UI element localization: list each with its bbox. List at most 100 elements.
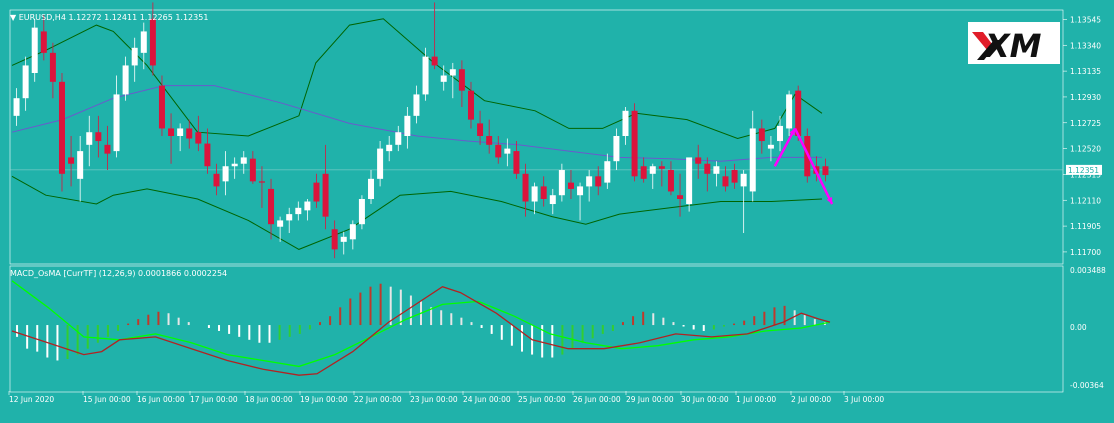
macd-tick-label: 0.003488 bbox=[1070, 266, 1106, 275]
candle-body bbox=[104, 144, 111, 154]
candle-body bbox=[258, 181, 265, 183]
time-tick-label: 15 Jun 00:00 bbox=[83, 395, 131, 404]
candle-body bbox=[277, 220, 284, 227]
candle-body bbox=[658, 166, 665, 169]
price-tick-label: 1.13340 bbox=[1070, 41, 1101, 50]
candle-body bbox=[295, 207, 302, 215]
candle-body bbox=[268, 188, 275, 225]
time-tick-label: 17 Jun 00:00 bbox=[190, 395, 238, 404]
candle-body bbox=[822, 166, 829, 176]
candle-body bbox=[613, 136, 620, 162]
price-tick-label: 1.12930 bbox=[1070, 93, 1101, 102]
candle-body bbox=[540, 186, 547, 199]
bollinger-upper-band bbox=[11, 18, 823, 140]
candle-body bbox=[777, 125, 784, 142]
candle-body bbox=[449, 69, 456, 76]
candle-body bbox=[168, 128, 175, 136]
candle-body bbox=[204, 143, 211, 167]
candle-body bbox=[722, 176, 729, 187]
candle-body bbox=[313, 182, 320, 202]
candle-body bbox=[767, 144, 774, 149]
candle-body bbox=[58, 81, 65, 174]
time-tick-label: 3 Jul 00:00 bbox=[844, 395, 884, 404]
price-tick-label: 1.12110 bbox=[1070, 196, 1101, 205]
candle-body bbox=[477, 123, 484, 136]
candle-body bbox=[749, 128, 756, 192]
candle-body bbox=[440, 75, 447, 82]
candle-body bbox=[377, 148, 384, 179]
time-tick-label: 24 Jun 00:00 bbox=[463, 395, 511, 404]
candle-body bbox=[240, 157, 247, 164]
candle-body bbox=[695, 157, 702, 164]
candle-body bbox=[686, 157, 693, 205]
candle-body bbox=[531, 186, 538, 202]
indicator-caption: MACD_OsMA [CurrTF] (12,26,9) 0.0001866 0… bbox=[10, 269, 227, 278]
time-tick-label: 26 Jun 00:00 bbox=[573, 395, 621, 404]
price-tick-label: 1.12315 bbox=[1070, 170, 1101, 179]
candle-body bbox=[40, 31, 47, 53]
candle-body bbox=[622, 110, 629, 136]
current-price-label: 1.12351 bbox=[1068, 166, 1099, 175]
time-tick-label: 22 Jun 00:00 bbox=[354, 395, 402, 404]
candle-body bbox=[458, 69, 465, 91]
bollinger-lower-band bbox=[11, 175, 823, 250]
candle-body bbox=[304, 201, 311, 211]
candle-body bbox=[249, 158, 256, 182]
candle-body bbox=[740, 173, 747, 187]
candle-body bbox=[595, 176, 602, 187]
candle-body bbox=[731, 170, 738, 183]
candle-body bbox=[413, 94, 420, 116]
candle-body bbox=[131, 47, 138, 66]
current-price-box bbox=[1066, 164, 1102, 175]
price-tick-label: 1.13135 bbox=[1070, 67, 1101, 76]
time-tick-label: 30 Jun 00:00 bbox=[681, 395, 729, 404]
candle-body bbox=[631, 110, 638, 177]
candle-body bbox=[549, 195, 556, 205]
time-tick-label: 18 Jun 00:00 bbox=[245, 395, 293, 404]
macd-pane-frame bbox=[9, 265, 1064, 393]
candle-body bbox=[404, 115, 411, 136]
time-tick-label: 16 Jun 00:00 bbox=[137, 395, 185, 404]
candle-body bbox=[158, 85, 165, 129]
candle-body bbox=[467, 90, 474, 120]
time-tick-label: 23 Jun 00:00 bbox=[410, 395, 458, 404]
candle-body bbox=[177, 128, 184, 136]
candle-body bbox=[222, 166, 229, 182]
candle-body bbox=[31, 27, 38, 73]
macd-signal-line bbox=[11, 280, 831, 368]
price-tick-label: 1.12520 bbox=[1070, 145, 1101, 154]
forecast-arrow-line bbox=[793, 127, 834, 205]
candle-body bbox=[213, 173, 220, 187]
forecast-arrow-head bbox=[789, 128, 795, 136]
xm-logo: XM bbox=[968, 22, 1060, 65]
candle-body bbox=[77, 151, 84, 179]
candle-body bbox=[577, 186, 584, 196]
candle-body bbox=[495, 144, 502, 158]
candle-body bbox=[140, 31, 147, 53]
time-tick-label: 19 Jun 00:00 bbox=[300, 395, 348, 404]
forecast-arrow-line bbox=[773, 127, 797, 167]
candle-body bbox=[667, 170, 674, 192]
time-tick-label: 1 Jul 00:00 bbox=[736, 395, 776, 404]
candle-body bbox=[513, 151, 520, 174]
candle-body bbox=[122, 65, 129, 95]
forecast-arrow-head bbox=[826, 197, 833, 205]
candle-body bbox=[713, 166, 720, 174]
candle-body bbox=[195, 132, 202, 144]
candle-body bbox=[186, 128, 193, 139]
candle-body bbox=[322, 173, 329, 217]
candle-body bbox=[758, 128, 765, 142]
candle-body bbox=[13, 98, 20, 116]
candle-body bbox=[504, 148, 511, 154]
candle-body bbox=[331, 229, 338, 250]
candle-body bbox=[113, 94, 120, 152]
candle-body bbox=[68, 157, 75, 164]
logo-text: XM bbox=[983, 27, 1042, 65]
macd-tick-label: -0.00364 bbox=[1070, 381, 1104, 390]
candle-body bbox=[286, 214, 293, 221]
candle-body bbox=[86, 132, 93, 145]
candle-body bbox=[368, 178, 375, 199]
candle-body bbox=[49, 52, 56, 82]
